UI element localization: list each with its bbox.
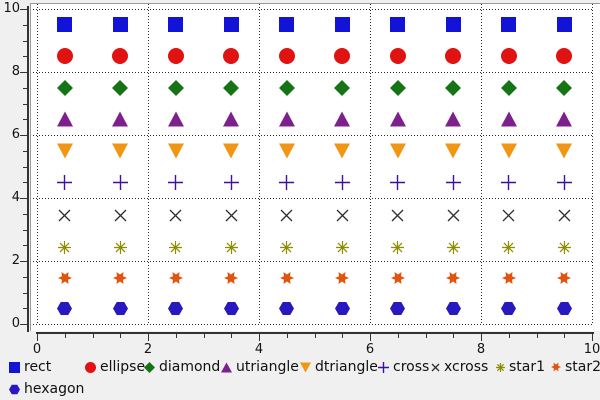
x-axis-tick	[175, 334, 177, 338]
legend-item-star2: star2	[551, 358, 600, 376]
xcross-marker-icon	[431, 363, 440, 372]
y-axis-tick	[23, 119, 28, 121]
legend-label: xcross	[444, 359, 489, 375]
legend-label: star2	[565, 359, 600, 375]
y-axis-tick	[23, 245, 28, 247]
y-axis-tick	[20, 9, 28, 10]
x-axis-tick	[397, 334, 399, 338]
x-axis-line	[36, 332, 594, 334]
y-axis-tick	[23, 182, 28, 184]
y-tick-label: 6	[11, 127, 20, 142]
x-tick-label: 0	[32, 342, 42, 357]
y-tick-label: 8	[11, 64, 20, 79]
x-axis-tick	[259, 334, 260, 341]
x-axis-tick	[453, 334, 455, 338]
utriangle-marker-icon	[221, 362, 232, 373]
legend-item-hexagon: hexagon	[9, 380, 84, 398]
x-axis-tick	[564, 334, 566, 338]
cross-marker-icon	[378, 361, 389, 373]
y-axis-tick	[23, 40, 28, 42]
y-tick-label: 2	[11, 253, 20, 268]
legend-item-cross: cross	[378, 358, 429, 376]
y-axis-tick	[20, 198, 28, 199]
x-tick-label: 6	[365, 342, 375, 357]
legend-label: star1	[509, 359, 546, 375]
y-tick-label: 10	[3, 1, 20, 16]
hexagon-marker-icon	[9, 384, 20, 395]
y-axis-tick	[23, 56, 28, 58]
y-axis-tick	[23, 276, 28, 278]
legend-label: hexagon	[24, 381, 85, 397]
x-tick-label: 4	[254, 342, 264, 357]
x-axis-tick	[370, 334, 371, 341]
x-tick-label: 2	[143, 342, 153, 357]
legend-label: rect	[24, 359, 52, 375]
plot-area	[30, 3, 600, 331]
y-axis-tick	[23, 308, 28, 310]
legend-label: diamond	[159, 359, 221, 375]
x-tick-label: 8	[476, 342, 486, 357]
legend-item-dtriangle: dtriangle	[300, 358, 378, 376]
legend-label: cross	[393, 359, 430, 375]
legend-label: utriangle	[236, 359, 299, 375]
x-axis-tick	[120, 334, 122, 338]
y-axis-tick	[23, 103, 28, 105]
y-axis-tick	[23, 24, 28, 26]
rect-marker-icon	[9, 361, 20, 373]
x-axis-tick	[481, 334, 482, 341]
x-tick-label: 10	[583, 342, 600, 357]
y-axis-tick	[20, 72, 28, 73]
x-axis-tick	[37, 334, 38, 341]
y-tick-label: 0	[11, 316, 20, 331]
y-axis-tick	[20, 324, 28, 325]
x-axis-tick	[314, 334, 316, 338]
legend-item-utriangle: utriangle	[221, 358, 299, 376]
x-axis-tick	[64, 334, 66, 338]
legend-label: dtriangle	[315, 359, 378, 375]
y-axis-tick	[23, 229, 28, 231]
x-axis-tick	[342, 334, 344, 338]
dtriangle-marker-icon	[300, 362, 311, 373]
x-axis-tick	[92, 334, 94, 338]
x-axis-tick	[286, 334, 288, 338]
y-tick-label: 4	[11, 190, 20, 205]
star1-marker-icon	[496, 362, 505, 372]
y-axis-tick	[20, 135, 28, 136]
x-axis-tick	[425, 334, 427, 338]
x-axis-tick	[231, 334, 233, 338]
y-axis-line	[27, 6, 29, 332]
x-axis-tick	[203, 334, 205, 338]
y-axis-tick	[23, 292, 28, 294]
x-axis-tick	[148, 334, 149, 341]
y-axis-tick	[23, 150, 28, 152]
y-axis-tick	[23, 166, 28, 168]
x-axis-tick	[508, 334, 510, 338]
legend-item-rect: rect	[9, 358, 51, 376]
diamond-marker-icon	[144, 361, 155, 373]
star2-marker-icon	[551, 362, 561, 372]
x-axis-tick	[592, 334, 593, 341]
y-axis-tick	[20, 261, 28, 262]
ellipse-marker-icon	[85, 361, 96, 373]
y-axis-tick	[23, 213, 28, 215]
legend-item-ellipse: ellipse	[85, 358, 145, 376]
legend-item-xcross: xcross	[431, 358, 488, 376]
legend-label: ellipse	[100, 359, 146, 375]
x-axis-tick	[536, 334, 538, 338]
legend-item-star1: star1	[496, 358, 545, 376]
legend-item-diamond: diamond	[144, 358, 220, 376]
y-axis-tick	[23, 87, 28, 89]
